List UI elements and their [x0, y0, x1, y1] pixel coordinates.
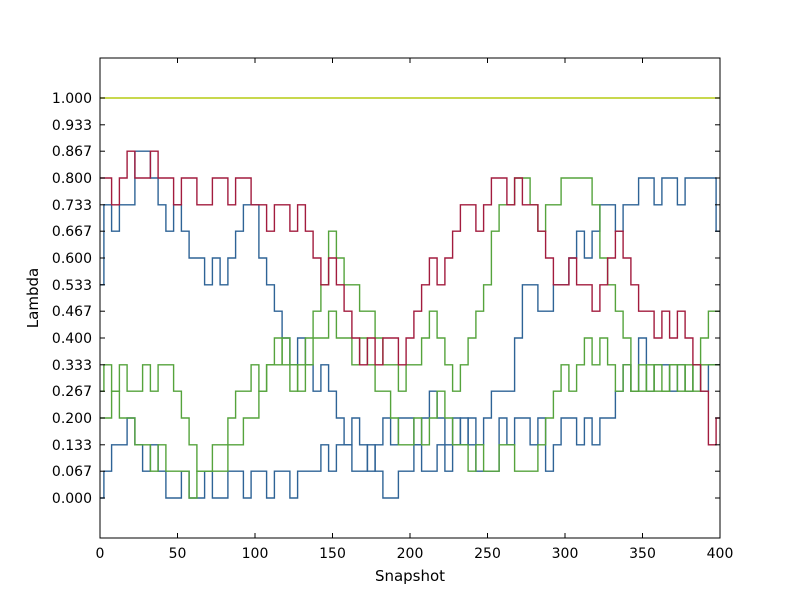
y-tick-label: 0.733 [52, 198, 92, 214]
x-tick-label: 100 [242, 546, 269, 562]
x-tick-label: 400 [707, 546, 734, 562]
x-tick-label: 0 [96, 546, 105, 562]
y-tick-label: 0.200 [52, 411, 92, 427]
y-tick-label: 0.267 [52, 384, 92, 400]
series-layer [100, 97, 720, 499]
x-tick-label: 200 [397, 546, 424, 562]
x-tick-label: 150 [319, 546, 346, 562]
y-axis-label: Lambda [24, 268, 42, 328]
axes-layer: 0 50 100 150 200 250 300 350 400 0.000 0.067 0.133 0… [52, 58, 733, 562]
y-tick-label: 0.400 [52, 331, 92, 347]
y-tick-label: 0.667 [52, 224, 92, 240]
y-tick-label: 1.000 [52, 91, 92, 107]
y-tick-label: 0.000 [52, 491, 92, 507]
y-tick-label: 0.600 [52, 251, 92, 267]
y-tick-label: 0.133 [52, 438, 92, 454]
series-line-blue-upper [100, 150, 720, 472]
series-line-green-lower [100, 310, 720, 499]
y-tick-label: 0.333 [52, 358, 92, 374]
y-tick-label: 0.933 [52, 118, 92, 134]
y-tick-label: 0.800 [52, 171, 92, 187]
x-tick-label: 350 [629, 546, 656, 562]
series-line-green-mid [100, 177, 720, 472]
y-tick-label: 0.467 [52, 304, 92, 320]
x-tick-label: 250 [474, 546, 501, 562]
x-tick-label: 50 [169, 546, 187, 562]
y-tick-label: 0.867 [52, 144, 92, 160]
y-tick-label: 0.533 [52, 278, 92, 294]
x-axis-label: Snapshot [375, 567, 445, 585]
series-line-red [100, 150, 720, 446]
y-tick-label: 0.067 [52, 464, 92, 480]
x-tick-label: 300 [552, 546, 579, 562]
plot-border [99, 57, 721, 539]
